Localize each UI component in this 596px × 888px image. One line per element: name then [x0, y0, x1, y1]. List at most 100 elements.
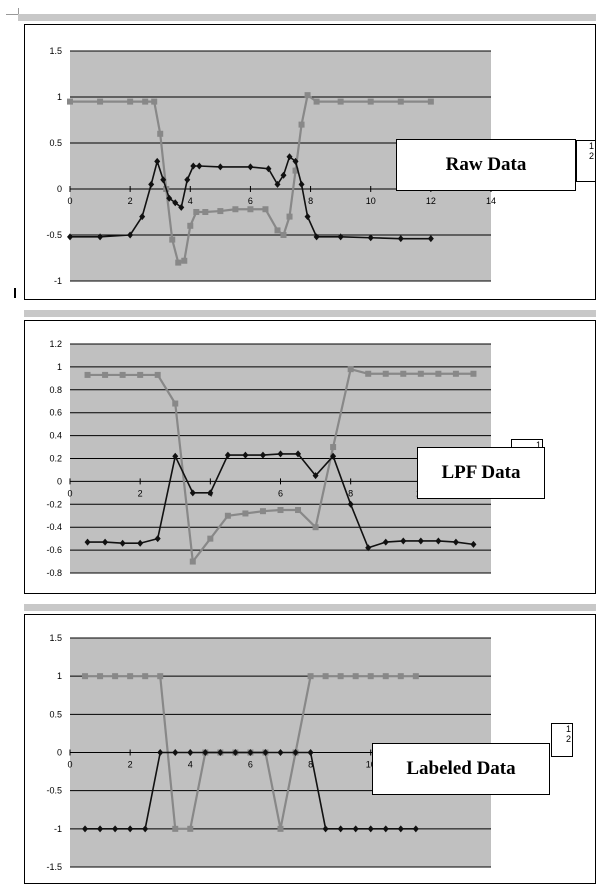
x-tick-label: 8	[308, 196, 313, 206]
y-tick-label: 0.2	[49, 454, 62, 464]
chart-panel-labeled[interactable]: 1.510.50-0.5-1-1.502468101214 1 2 Labele…	[24, 614, 596, 884]
chart-panel-raw[interactable]: 1.5 1 0.5 0 -0.5 -1 0 2 4 6 8 10 12 14 1 2 Raw Data	[24, 24, 596, 300]
series-1-line	[70, 93, 431, 264]
series-2-point	[232, 749, 239, 756]
series-1-point	[157, 673, 164, 680]
series-2-point	[352, 825, 359, 833]
y-tick-label: 0.6	[49, 408, 62, 418]
y-tick-label: 1.2	[49, 339, 62, 349]
series-2-point	[322, 825, 329, 833]
series-2-point	[286, 153, 293, 161]
x-tick-label: 4	[188, 760, 193, 770]
series-2-point	[247, 749, 254, 756]
y-tick-label: 0	[57, 476, 62, 486]
series-1-point	[127, 98, 134, 105]
series-1-point	[202, 209, 209, 215]
y-tick-label: 0	[57, 184, 62, 194]
series-1-point	[292, 167, 299, 174]
series-2-point	[172, 199, 179, 207]
series-1-point	[137, 371, 144, 378]
legend-entry: 1	[535, 440, 541, 450]
series-1-point	[347, 366, 354, 373]
series-2-point	[97, 233, 104, 241]
series-2-point	[112, 825, 119, 833]
series-2-point	[67, 233, 73, 241]
y-tick-label: 1	[57, 362, 62, 372]
y-tick-label: -1	[54, 276, 62, 286]
series-2-point	[137, 539, 144, 547]
series-2-point	[160, 176, 167, 184]
series-1-point	[397, 98, 404, 105]
y-tick-label: -1.5	[46, 862, 62, 872]
series-1-point	[397, 673, 404, 680]
series-2-point	[154, 157, 161, 165]
series-2-point	[97, 825, 104, 833]
series-2-point	[452, 538, 459, 546]
y-tick-label: -0.5	[46, 230, 62, 240]
x-tick-label: 0	[67, 488, 72, 498]
x-tick-label: 10	[366, 196, 376, 206]
text-cursor	[14, 288, 16, 298]
x-tick-label: 0	[67, 196, 72, 206]
series-1-point	[412, 673, 419, 680]
series-2-point	[382, 825, 389, 833]
series-1-point	[187, 825, 194, 832]
series-2-point	[312, 472, 319, 480]
y-tick-label: 1.5	[49, 633, 62, 643]
series-1-point	[259, 508, 266, 515]
series-2-point	[417, 537, 424, 545]
series-2-point	[119, 539, 126, 547]
y-tick-label: -0.8	[46, 568, 62, 578]
series-1-point	[312, 524, 319, 531]
y-tick-label: 0.5	[49, 709, 62, 719]
series-1-point	[304, 92, 311, 99]
series-2-point	[207, 489, 214, 497]
series-2-point	[382, 538, 389, 546]
series-1-point	[274, 227, 281, 234]
series-2-point	[154, 535, 161, 543]
series-1-point	[307, 673, 314, 680]
series-2-point	[292, 749, 299, 756]
series-1-point	[175, 259, 182, 266]
series-2-point	[427, 235, 434, 243]
series-2-point	[190, 162, 197, 170]
x-tick-label: 2	[128, 196, 133, 206]
series-2-point	[292, 157, 299, 165]
callout-lpf-data: LPF Data	[417, 447, 545, 499]
series-1-point	[337, 673, 344, 680]
y-tick-label: 1.5	[49, 46, 62, 56]
series-2-point	[262, 749, 269, 756]
series-2-point	[470, 540, 477, 548]
separator-bar-bottom	[24, 604, 596, 611]
series-1-point	[67, 98, 73, 105]
series-2-point	[330, 452, 337, 460]
x-tick-label: 14	[486, 196, 496, 206]
callout-labeled-data: Labeled Data	[372, 743, 550, 795]
y-tick-label: -0.5	[46, 786, 62, 796]
series-2-point	[178, 203, 185, 211]
series-2-point	[400, 537, 407, 545]
legend-raw: 1 2	[576, 140, 595, 182]
series-2-point	[367, 825, 374, 833]
series-1-point	[151, 98, 158, 105]
separator-bar-mid	[24, 310, 596, 317]
series-2-point	[265, 165, 272, 173]
y-tick-label: -1	[54, 824, 62, 834]
series-1-point	[330, 444, 337, 451]
series-2-point	[397, 235, 404, 243]
series-2-point	[412, 825, 419, 833]
series-1-point	[277, 507, 284, 514]
x-tick-label: 6	[248, 196, 253, 206]
chart-panel-lpf[interactable]: 1.210.80.60.40.20-0.2-0.4-0.6-0.80246810…	[24, 320, 596, 594]
series-2-point	[347, 500, 354, 508]
x-tick-label: 10	[366, 760, 376, 770]
series-1-point	[367, 673, 374, 680]
y-tick-label: 1	[57, 671, 62, 681]
series-1-point	[172, 400, 179, 407]
series-2-point	[172, 749, 179, 756]
y-tick-label: 0.8	[49, 385, 62, 395]
series-2-point	[224, 451, 231, 459]
series-2-point	[259, 451, 266, 459]
series-1-point	[119, 371, 126, 378]
series-1-point	[367, 98, 374, 105]
